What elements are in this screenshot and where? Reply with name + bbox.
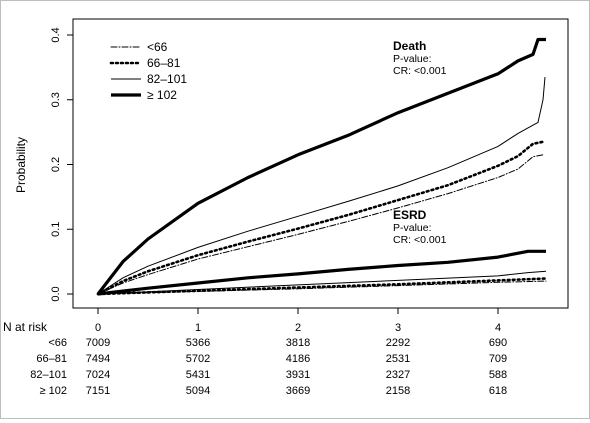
risk-cell: 5366 [186,337,210,349]
axes: 0.0 0.1 0.2 0.3 0.4 0 1 2 3 4 [50,27,501,334]
risk-cell: 690 [489,337,507,349]
annotation-title: ESRD [393,208,427,222]
risk-cell: 7151 [86,385,110,397]
annotation-title: Death [393,39,426,53]
y-tick-label: 0.1 [50,222,62,237]
risk-row-label: 66–81 [36,353,67,365]
y-tick-label: 0.0 [50,286,62,301]
risk-row-label: ≥ 102 [40,385,67,397]
curve-esrd-82-101 [97,270,547,295]
x-tick-label: 0 [95,322,101,334]
risk-cell: 3669 [286,385,310,397]
risk-cell: 588 [489,369,507,381]
curve-death-102 [96,37,546,295]
curve-death-66 [97,154,544,295]
risk-cell: 5702 [186,353,210,365]
y-tick-label: 0.2 [50,157,62,172]
curves [96,37,548,296]
risk-cell: 2531 [386,353,410,365]
risk-cell: 5431 [186,369,210,381]
risk-cell: 2327 [386,369,410,381]
annotation-pvalue-label: P-value: [393,222,432,234]
x-tick-label: 2 [295,322,301,334]
curve-esrd-102 [97,249,546,296]
risk-table-header: N at risk [3,320,48,334]
y-tick-label: 0.3 [50,92,62,107]
risk-cell: 7494 [86,353,110,365]
plot-frame [72,18,569,309]
x-tick-label: 1 [195,322,201,334]
risk-cell: 4186 [286,353,310,365]
x-tick-label: 3 [395,322,401,334]
legend-label: <66 [147,40,168,54]
risk-cell: 3931 [286,369,310,381]
legend: <66 66–81 82–101 ≥ 102 [109,40,187,102]
risk-cell: 7009 [86,337,110,349]
risk-cell: 7024 [86,369,110,381]
risk-table: N at risk<66 7009 5366 3818 2292 690 66–81 7494… [3,320,507,397]
legend-label: 66–81 [147,56,181,70]
risk-cell: 5094 [186,385,210,397]
risk-cell: 709 [489,353,507,365]
x-tick-label: 4 [495,322,501,334]
risk-cell: 2292 [386,337,410,349]
legend-label: 82–101 [147,72,187,86]
y-tick-label: 0.4 [50,27,62,42]
curve-death-82-101 [97,77,546,295]
annotation-pvalue-label: P-value: [393,53,432,65]
risk-cell: 618 [489,385,507,397]
annotation-pvalue: CR: <0.001 [393,234,447,246]
annotation-pvalue: CR: <0.001 [393,65,447,77]
curve-death-66-81 [96,140,545,296]
legend-label: ≥ 102 [147,88,177,102]
risk-row-label: <66 [48,337,67,349]
curve-esrd-66-81 [96,277,548,296]
risk-cell: 3818 [286,337,310,349]
risk-row-label: 82–101 [30,369,67,381]
risk-cell: 2158 [386,385,410,397]
y-axis-title: Probability [14,137,28,193]
